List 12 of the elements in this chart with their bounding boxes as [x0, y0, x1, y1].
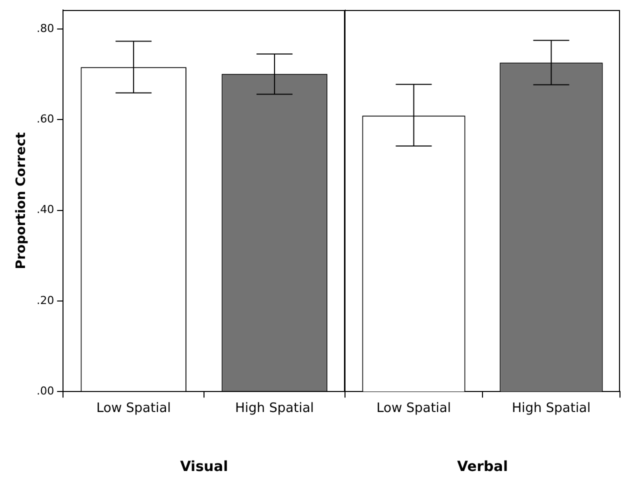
x-tick-label: High Spatial [235, 400, 314, 416]
x-axis-title: Visual [180, 459, 228, 476]
y-tick-label: .40 [36, 203, 54, 216]
y-tick-label: .80 [36, 22, 54, 35]
y-tick-label: .20 [36, 294, 54, 307]
x-tick-label: Low Spatial [376, 400, 451, 416]
x-tick-label: High Spatial [512, 400, 591, 416]
y-tick-label: .00 [36, 384, 54, 398]
y-axis-title: Proportion Correct [14, 132, 30, 270]
x-axis-title: Verbal [457, 459, 508, 476]
x-tick-label: Low Spatial [96, 400, 171, 416]
y-tick-label: .60 [36, 112, 54, 126]
